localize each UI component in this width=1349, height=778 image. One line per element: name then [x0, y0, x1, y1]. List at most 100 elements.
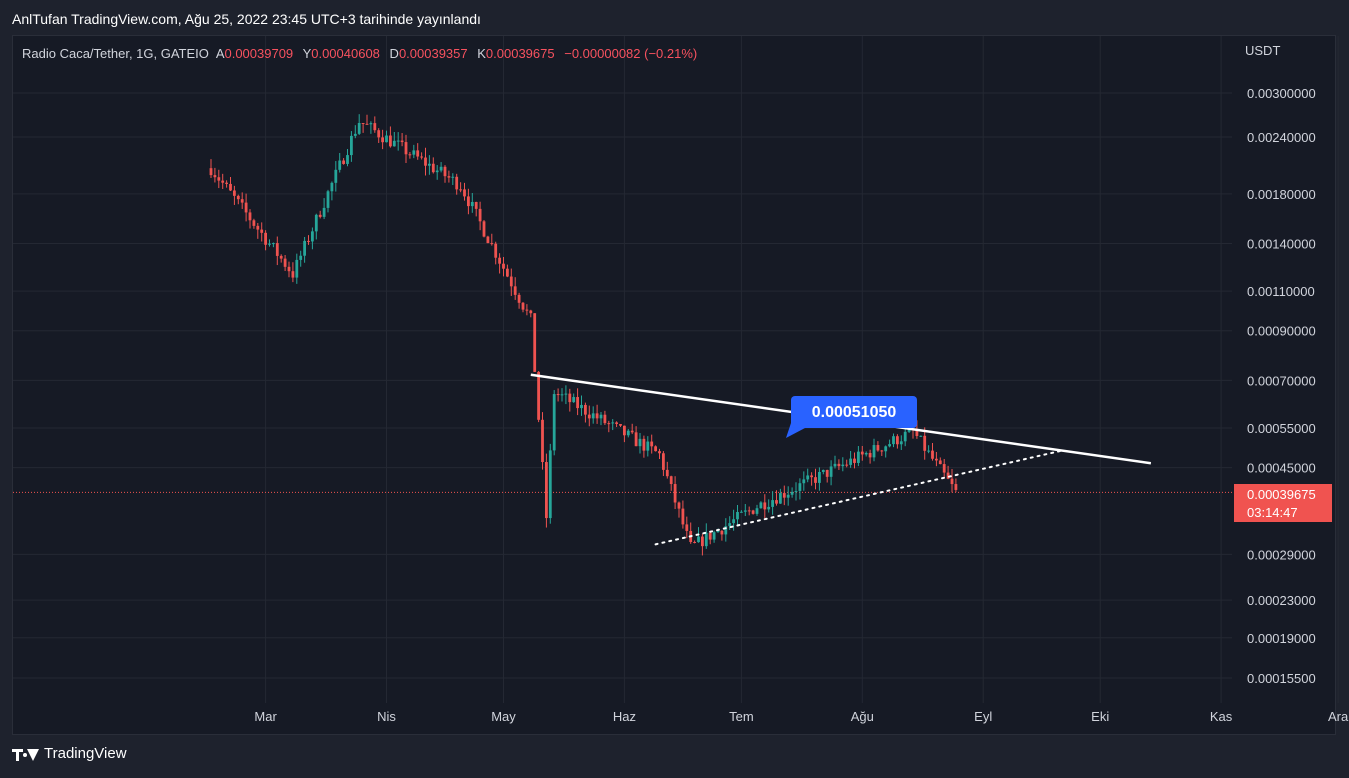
candle-body	[326, 191, 330, 208]
trendline-dotted[interactable]	[654, 449, 1063, 546]
candle-body	[424, 157, 427, 166]
candle-body	[474, 201, 478, 209]
candle-body	[607, 423, 611, 425]
publisher-line: AnlTufan TradingView.com, Ağu 25, 2022 2…	[12, 11, 481, 27]
candle-body	[213, 175, 217, 178]
candle-body	[552, 394, 556, 451]
change-value: −0.00000082 (−0.21%)	[564, 46, 698, 61]
candle-body	[373, 123, 377, 131]
candle-body	[786, 494, 790, 498]
candle-body	[334, 169, 338, 183]
candle-body	[903, 431, 907, 442]
candle-body	[806, 475, 810, 480]
candle-body	[392, 140, 396, 147]
candle-body	[416, 150, 420, 157]
candle-body	[938, 460, 942, 465]
time-tick-3: Haz	[613, 709, 636, 724]
candle-body	[818, 471, 821, 483]
time-tick-5: Ağu	[851, 709, 874, 724]
candle-body	[626, 430, 630, 436]
candle-body	[541, 419, 544, 463]
candle-body	[443, 166, 447, 177]
price-tick-2: 0.00180000	[1247, 187, 1316, 202]
candle-body	[720, 530, 724, 535]
countdown-label: 03:14:47	[1247, 505, 1298, 520]
high-value: 0.00040608	[311, 46, 380, 61]
candle-body	[385, 135, 388, 143]
candle-body	[478, 208, 482, 222]
candle-body	[736, 512, 739, 520]
candle-body	[486, 236, 490, 244]
candle-body	[498, 257, 501, 264]
candle-body	[775, 500, 778, 504]
candle-body	[697, 536, 700, 543]
price-tick-12: 0.00015500	[1247, 671, 1316, 686]
candle-body	[338, 160, 342, 170]
candle-body	[209, 168, 213, 176]
candle-body	[665, 469, 669, 477]
candle-body	[704, 532, 708, 547]
candle-body	[412, 150, 416, 155]
candle-body	[311, 231, 314, 242]
price-tick-3: 0.00140000	[1247, 236, 1316, 251]
candle-body	[935, 458, 938, 461]
price-annotation[interactable]: 0.00051050	[786, 396, 917, 438]
candle-body	[872, 445, 876, 458]
candle-body	[837, 463, 841, 467]
candle-body	[849, 458, 852, 465]
candle-body	[428, 163, 431, 166]
candle-body	[841, 464, 845, 467]
candle-body	[361, 122, 365, 124]
candle-body	[482, 221, 486, 237]
candle-body	[506, 268, 509, 277]
candle-body	[860, 451, 864, 455]
candle-body	[829, 466, 833, 477]
candle-body	[556, 394, 560, 396]
candle-body	[740, 511, 743, 513]
candle-body	[548, 450, 552, 519]
footer-brand[interactable]: TradingView	[12, 745, 127, 762]
candle-body	[814, 477, 817, 483]
candle-body	[272, 243, 275, 245]
candle-body	[638, 438, 642, 447]
candle-body	[229, 183, 232, 191]
candle-body	[712, 532, 716, 540]
close-key: K	[477, 46, 486, 61]
candle-body	[233, 190, 236, 196]
chart-panel[interactable]	[12, 35, 1336, 735]
price-axis[interactable]: 0.00300000 0.00240000 0.00180000 0.00140000…	[1247, 86, 1316, 686]
candle-body	[810, 475, 813, 478]
candle-body	[357, 122, 361, 134]
candle-body	[896, 436, 899, 445]
time-tick-8: Kas	[1210, 709, 1233, 724]
candle-body	[821, 469, 825, 472]
candle-body	[623, 425, 626, 436]
brand-name: TradingView	[44, 745, 127, 762]
candle-body	[369, 123, 373, 125]
annotation-label: 0.00051050	[812, 404, 897, 421]
candle-body	[654, 446, 657, 452]
symbol-title[interactable]: Radio Caca/Tether, 1G, GATEIO	[22, 46, 209, 61]
candle-body	[669, 476, 673, 485]
candle-body	[662, 453, 665, 470]
candle-body	[946, 472, 950, 479]
candle-body	[318, 214, 322, 217]
candle-body	[572, 397, 576, 403]
candle-body	[701, 536, 704, 547]
time-axis[interactable]: Mar Nis May Haz Tem Ağu Eyl Eki Kas Ara	[254, 709, 1349, 724]
candle-body	[642, 438, 646, 451]
current-price-label: 0.00039675	[1247, 487, 1316, 502]
candle-body	[611, 422, 615, 424]
candle-body	[658, 451, 661, 454]
current-price-badge: 0.00039675 03:14:47	[1234, 484, 1332, 522]
candle-body	[299, 255, 303, 260]
candle-body	[545, 462, 548, 519]
candle-body	[353, 133, 357, 136]
candle-body	[767, 506, 771, 510]
candle-body	[923, 435, 927, 451]
open-key: A	[215, 46, 225, 61]
time-tick-4: Tem	[729, 709, 754, 724]
candle-body	[673, 484, 677, 503]
candle-body	[646, 441, 650, 451]
